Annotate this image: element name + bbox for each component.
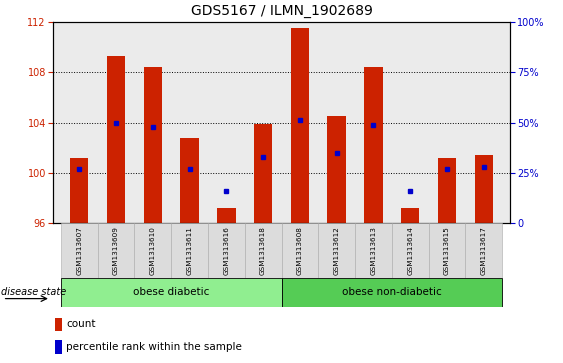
- Bar: [171, 223, 208, 278]
- Bar: [291, 28, 309, 223]
- Text: GSM1313607: GSM1313607: [76, 226, 82, 275]
- Text: GSM1313616: GSM1313616: [224, 226, 229, 275]
- Text: obese diabetic: obese diabetic: [133, 287, 209, 297]
- Bar: [217, 208, 235, 223]
- Bar: [318, 223, 355, 278]
- Bar: [97, 223, 135, 278]
- Text: GSM1313611: GSM1313611: [186, 226, 193, 275]
- Text: GSM1313617: GSM1313617: [481, 226, 487, 275]
- Text: obese non-diabetic: obese non-diabetic: [342, 287, 442, 297]
- Bar: [364, 67, 383, 223]
- Text: GSM1313610: GSM1313610: [150, 226, 156, 275]
- Text: GSM1313612: GSM1313612: [334, 226, 339, 275]
- Text: GSM1313609: GSM1313609: [113, 226, 119, 275]
- Bar: [135, 223, 171, 278]
- Bar: [70, 158, 88, 223]
- Text: count: count: [66, 319, 96, 330]
- Bar: [144, 67, 162, 223]
- Bar: [282, 278, 502, 307]
- Bar: [282, 223, 318, 278]
- Bar: [55, 340, 62, 354]
- Bar: [355, 223, 392, 278]
- Bar: [328, 116, 346, 223]
- Bar: [428, 223, 466, 278]
- Bar: [208, 223, 245, 278]
- Bar: [466, 223, 502, 278]
- Text: GSM1313614: GSM1313614: [407, 226, 413, 275]
- Text: GSM1313613: GSM1313613: [370, 226, 377, 275]
- Bar: [245, 223, 282, 278]
- Bar: [61, 278, 282, 307]
- Text: GSM1313615: GSM1313615: [444, 226, 450, 275]
- Bar: [392, 223, 428, 278]
- Text: GSM1313608: GSM1313608: [297, 226, 303, 275]
- Text: disease state: disease state: [1, 287, 66, 297]
- Bar: [61, 223, 97, 278]
- Title: GDS5167 / ILMN_1902689: GDS5167 / ILMN_1902689: [190, 4, 373, 18]
- Bar: [107, 56, 125, 223]
- Bar: [254, 124, 272, 223]
- Text: percentile rank within the sample: percentile rank within the sample: [66, 342, 242, 352]
- Text: GSM1313618: GSM1313618: [260, 226, 266, 275]
- Bar: [180, 138, 199, 223]
- Bar: [438, 158, 456, 223]
- Bar: [55, 318, 62, 331]
- Bar: [401, 208, 419, 223]
- Bar: [475, 155, 493, 223]
